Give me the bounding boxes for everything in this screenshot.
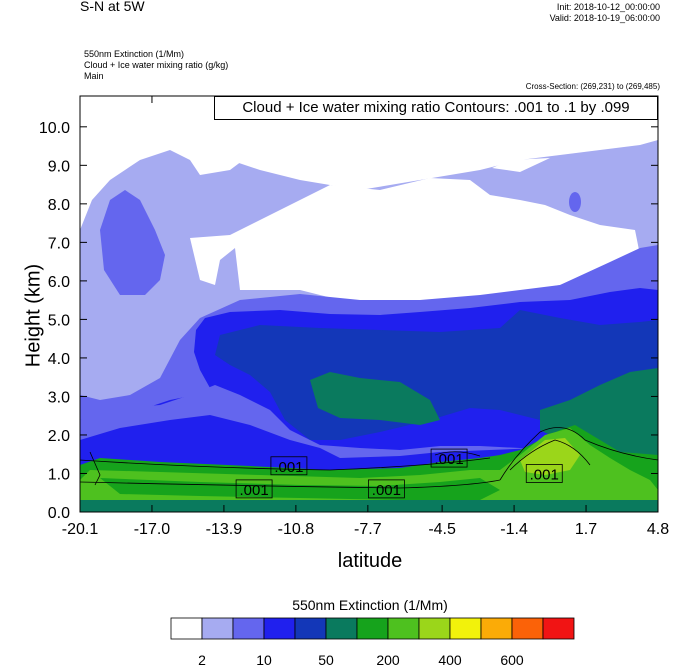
field-teal-right xyxy=(540,368,658,470)
field-blob-topright xyxy=(569,192,581,212)
colorbar: 2 10 50 200 400 600 xyxy=(170,617,575,668)
field-descriptions: 550nm Extinction (1/Mm) Cloud + Ice wate… xyxy=(84,49,228,82)
colorbar-swatch xyxy=(542,617,575,640)
y-axis-label: Height (km) xyxy=(22,263,45,368)
colorbar-swatch xyxy=(356,617,389,640)
colorbar-swatch xyxy=(418,617,451,640)
cross-section-label: Cross-Section: (269,231) to (269,485) xyxy=(525,82,660,91)
colorbar-swatch xyxy=(201,617,234,640)
contour-label: .001 xyxy=(434,451,463,468)
colorbar-label: 600 xyxy=(500,652,524,668)
x-tick-label: -10.8 xyxy=(278,521,315,538)
colorbar-label: 200 xyxy=(376,652,400,668)
x-tick-label: -4.5 xyxy=(428,521,456,538)
contour-info-box: Cloud + Ice water mixing ratio Contours:… xyxy=(214,96,658,120)
contour-label: .001 xyxy=(274,459,303,476)
colorbar-label: 10 xyxy=(256,652,272,668)
y-axis: 0.0 1.0 2.0 3.0 4.0 5.0 6.0 7.0 8.0 9.0 10.0 xyxy=(39,120,658,522)
contour-label-box xyxy=(368,479,405,499)
contour-label-box xyxy=(430,448,468,468)
field-clear-topleft xyxy=(80,96,250,230)
colorbar-swatch xyxy=(449,617,482,640)
colorbar-title: 550nm Extinction (1/Mm) xyxy=(292,597,448,613)
init-time: Init: 2018-10-12_00:00:00 xyxy=(556,2,660,12)
y-tick-label: 1.0 xyxy=(48,466,70,483)
init-valid-times: Init: 2018-10-12_00:00:00 Valid: 2018-10… xyxy=(550,2,660,24)
y-tick-label: 4.0 xyxy=(48,351,70,368)
y-tick-label: 10.0 xyxy=(39,120,70,137)
y-tick-label: 7.0 xyxy=(48,235,70,252)
field2-label: Cloud + Ice water mixing ratio (g/kg) xyxy=(84,60,229,70)
y-tick-label: 9.0 xyxy=(48,158,70,175)
contour-lines xyxy=(80,427,658,489)
colorbar-swatch xyxy=(232,617,265,640)
contour-label-box xyxy=(525,464,563,483)
contour-label: .001 xyxy=(239,482,268,499)
y-tick-label: 0.0 xyxy=(48,505,70,522)
x-tick-label: 4.8 xyxy=(647,521,669,538)
x-axis: -20.1 -17.0 -13.9 -10.8 -7.7 -4.5 -1.4 1.7 4.8 xyxy=(62,96,669,538)
field1-label: 550nm Extinction (1/Mm) xyxy=(84,49,185,59)
colorbar-label: 50 xyxy=(318,652,334,668)
colorbar-swatch xyxy=(325,617,358,640)
x-tick-label: -7.7 xyxy=(354,521,382,538)
contour-label: .001 xyxy=(372,482,401,499)
colorbar-swatch xyxy=(263,617,296,640)
x-tick-label: -17.0 xyxy=(134,521,171,538)
field-clear-blob xyxy=(492,158,550,172)
x-tick-label: -1.4 xyxy=(500,521,528,538)
colorbar-swatch xyxy=(387,617,420,640)
colorbar-swatch xyxy=(294,617,327,640)
heatmap-field xyxy=(80,96,658,512)
x-tick-label: -13.9 xyxy=(206,521,243,538)
valid-time: Valid: 2018-10-19_06:00:00 xyxy=(549,13,660,23)
y-tick-label: 2.0 xyxy=(48,428,70,445)
y-tick-label: 3.0 xyxy=(48,389,70,406)
domain-label: Main xyxy=(84,71,104,81)
field-level-400 xyxy=(215,310,658,470)
field-blob-upperleft xyxy=(100,190,165,295)
colorbar-label: 400 xyxy=(438,652,462,668)
y-tick-label: 6.0 xyxy=(48,274,70,291)
colorbar-swatch xyxy=(480,617,513,640)
contour-label-box xyxy=(235,479,273,499)
field-yellowgreen xyxy=(520,438,580,475)
field-surface-strip xyxy=(80,500,658,512)
field-teal-center xyxy=(310,372,440,425)
y-tick-label: 5.0 xyxy=(48,312,70,329)
x-axis-label: latitude xyxy=(337,550,403,572)
contour-labels: .001 .001 .001 .001 .001 xyxy=(235,448,563,499)
field-clear-mid xyxy=(190,178,640,305)
plot-title: S-N at 5W xyxy=(80,0,145,14)
y-tick-label: 8.0 xyxy=(48,197,70,214)
contour-label-box xyxy=(270,456,308,476)
contour-label: .001 xyxy=(530,466,559,483)
colorbar-swatch xyxy=(511,617,544,640)
x-tick-label: 1.7 xyxy=(575,521,597,538)
x-tick-label: -20.1 xyxy=(62,521,99,538)
field-green-strip xyxy=(100,478,500,500)
colorbar-swatch xyxy=(170,617,203,640)
colorbar-label: 2 xyxy=(198,652,206,668)
